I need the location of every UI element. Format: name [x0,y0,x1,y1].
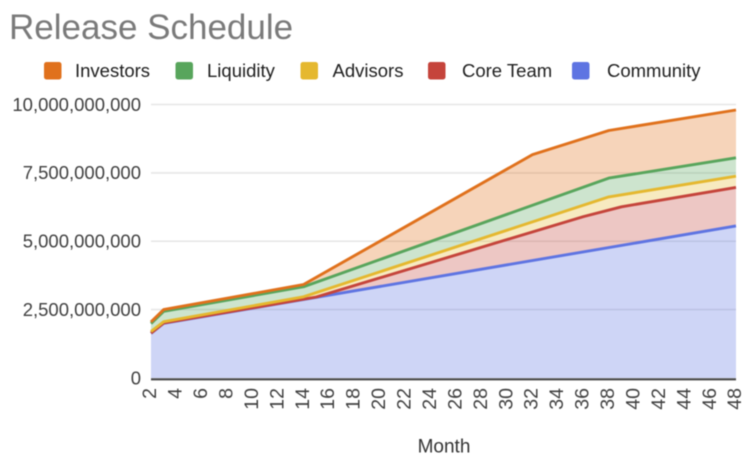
svg-text:4: 4 [165,388,187,399]
svg-text:Release Schedule: Release Schedule [9,8,293,47]
svg-text:Core Team: Core Team [462,60,552,81]
svg-text:36: 36 [572,388,594,410]
svg-text:18: 18 [343,388,365,410]
svg-text:6: 6 [190,388,212,399]
svg-text:0: 0 [131,367,141,388]
svg-text:40: 40 [622,388,644,410]
svg-text:48: 48 [724,388,746,410]
svg-text:28: 28 [470,388,492,410]
svg-text:2: 2 [139,388,161,399]
svg-text:Investors: Investors [75,60,150,81]
svg-text:26: 26 [444,388,466,410]
svg-text:Month: Month [418,437,471,458]
svg-text:22: 22 [393,388,415,410]
svg-text:Advisors: Advisors [333,60,404,81]
svg-text:16: 16 [317,388,339,410]
svg-text:5,000,000,000: 5,000,000,000 [23,231,141,252]
svg-text:30: 30 [495,388,517,410]
svg-text:44: 44 [673,388,695,410]
svg-text:38: 38 [597,388,619,410]
svg-text:24: 24 [419,388,441,410]
svg-text:20: 20 [368,388,390,410]
svg-text:42: 42 [648,388,670,410]
svg-text:Liquidity: Liquidity [207,60,276,81]
svg-text:8: 8 [215,388,237,399]
svg-text:Community: Community [607,60,701,81]
svg-text:10: 10 [241,388,263,410]
svg-text:7,500,000,000: 7,500,000,000 [23,162,141,183]
svg-text:14: 14 [292,388,314,410]
svg-text:34: 34 [546,388,568,410]
svg-text:46: 46 [699,388,721,410]
svg-text:12: 12 [266,388,288,410]
svg-text:32: 32 [521,388,543,410]
svg-text:2,500,000,000: 2,500,000,000 [23,299,141,320]
svg-text:10,000,000,000: 10,000,000,000 [12,94,141,115]
